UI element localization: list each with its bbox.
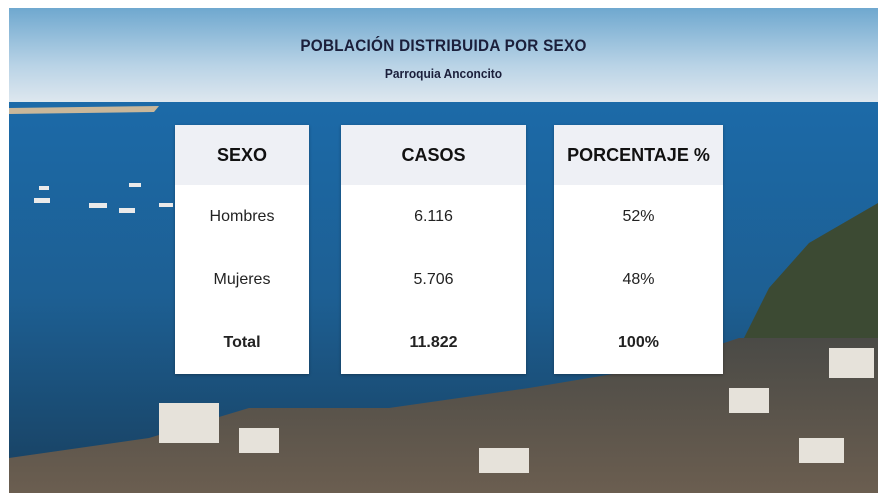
total-cell: 100% <box>618 333 659 351</box>
table-cell: 52% <box>622 207 655 225</box>
table-cell: Mujeres <box>213 270 271 288</box>
title: POBLACIÓN DISTRIBUIDA POR SEXO <box>300 36 587 55</box>
table-cell: 5.706 <box>413 270 454 288</box>
total-cell: 11.822 <box>409 333 458 351</box>
column-header: PORCENTAJE % <box>554 125 723 185</box>
column-header: SEXO <box>175 125 309 185</box>
table-column: SEXO Hombres Mujeres Total <box>175 125 309 374</box>
table-cell: 6.116 <box>414 207 453 225</box>
table-column: PORCENTAJE % 52% 48% 100% <box>554 125 723 374</box>
table-column: CASOS 6.116 5.706 11.822 <box>341 125 526 374</box>
table-cell: 48% <box>622 270 655 288</box>
column-header: CASOS <box>341 125 526 185</box>
table-cell: Hombres <box>209 207 275 225</box>
subtitle: Parroquia Anconcito <box>384 66 503 81</box>
total-cell: Total <box>223 333 261 351</box>
